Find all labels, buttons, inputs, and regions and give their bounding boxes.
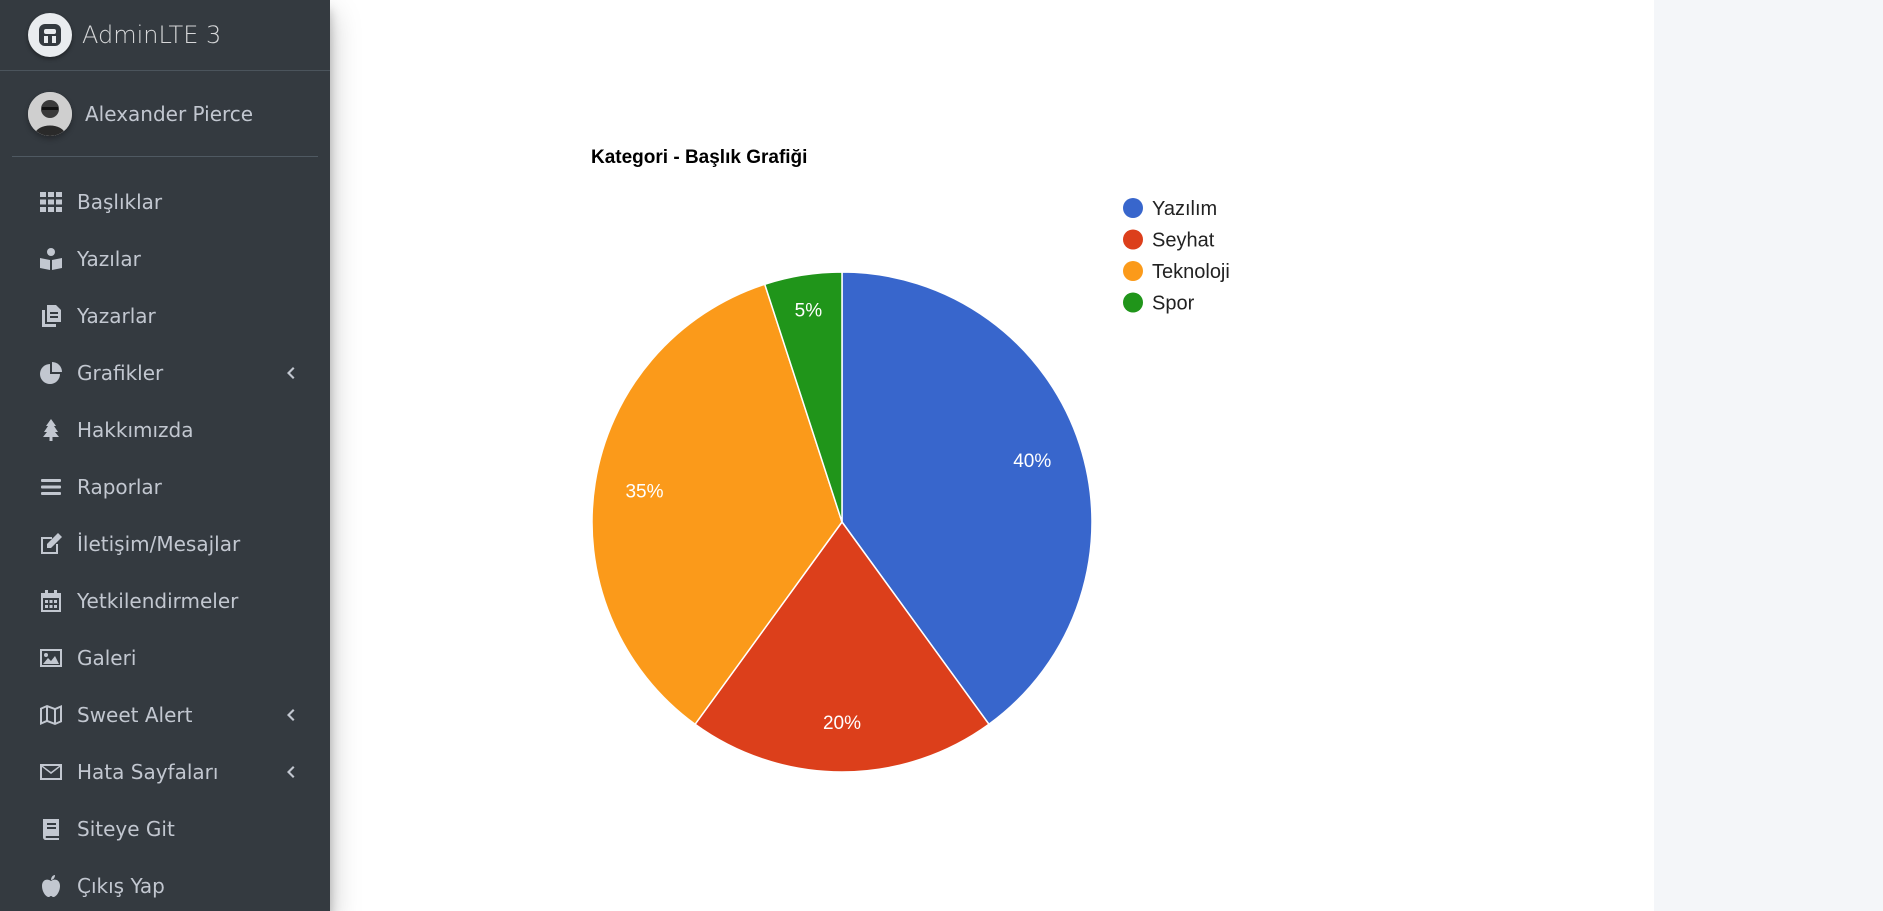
sidebar-item-label: Yazılar	[77, 246, 141, 271]
sidebar-item-label: Grafikler	[77, 360, 164, 385]
pie-slice-yazılım	[841, 271, 1093, 726]
pie-slice-teknoloji	[591, 283, 843, 726]
brand-title: AdminLTE 3	[82, 21, 222, 49]
chevron-left-icon	[282, 365, 298, 381]
sidebar-item-iletisim[interactable]: İletişim/Mesajlar	[0, 515, 330, 572]
chevron-left-icon	[282, 764, 298, 780]
slice-percent-label: 5%	[795, 301, 823, 322]
sidebar-item-basliklar[interactable]: Başlıklar	[0, 173, 330, 230]
tree-icon	[38, 417, 64, 443]
pie-slice-spor	[763, 271, 843, 523]
slice-percent-label: 40%	[1013, 451, 1051, 472]
sidebar-item-label: Yazarlar	[77, 303, 156, 328]
sidebar-item-label: Raporlar	[77, 474, 162, 499]
sidebar-nav: Başlıklar Yazılar Yazarlar Grafikler	[0, 157, 330, 911]
book-icon	[38, 816, 64, 842]
sidebar-item-sweet-alert[interactable]: Sweet Alert	[0, 686, 330, 743]
content-wrapper: Kategori - Başlık Grafiği 40% 20% 35% 5% Ya…	[330, 0, 1654, 911]
legend-label: Seyhat	[1152, 230, 1215, 252]
page-background-right	[1654, 0, 1883, 911]
map-icon	[38, 702, 64, 728]
sidebar-item-galeri[interactable]: Galeri	[0, 629, 330, 686]
sidebar-item-yazarlar[interactable]: Yazarlar	[0, 287, 330, 344]
slice-percent-label: 35%	[625, 482, 663, 503]
legend-swatch	[1123, 198, 1143, 218]
legend-swatch	[1123, 261, 1143, 281]
legend-swatch	[1123, 229, 1143, 250]
sidebar-item-yetkilendirmeler[interactable]: Yetkilendirmeler	[0, 572, 330, 629]
pie-slices	[591, 271, 1093, 773]
sidebar-item-cikis-yap[interactable]: Çıkış Yap	[0, 857, 330, 911]
sidebar-item-label: Sweet Alert	[77, 702, 193, 727]
chart-title: Kategori - Başlık Grafiği	[591, 147, 807, 168]
envelope-icon	[38, 759, 64, 785]
legend-swatch	[1123, 292, 1143, 313]
user-panel[interactable]: Alexander Pierce	[12, 71, 318, 157]
th-grid-icon	[38, 189, 64, 215]
user-name: Alexander Pierce	[85, 101, 254, 126]
legend-label: Yazılım	[1152, 198, 1217, 220]
sidebar-item-label: İletişim/Mesajlar	[77, 531, 241, 556]
apple-icon	[38, 873, 64, 899]
pie-slice-seyhat	[694, 520, 990, 773]
sidebar-item-label: Çıkış Yap	[77, 873, 165, 898]
adminlte-logo-icon	[28, 13, 72, 57]
edit-icon	[38, 531, 64, 557]
sidebar-item-raporlar[interactable]: Raporlar	[0, 458, 330, 515]
sidebar-item-yazilar[interactable]: Yazılar	[0, 230, 330, 287]
sidebar-item-label: Hata Sayfaları	[77, 759, 219, 784]
book-reader-icon	[38, 246, 64, 272]
sidebar-item-label: Başlıklar	[77, 189, 163, 214]
sidebar-item-hakkimizda[interactable]: Hakkımızda	[0, 401, 330, 458]
main-sidebar: AdminLTE 3 Alexander Pierce Başlıklar Ya…	[0, 0, 330, 911]
sidebar-item-hata-sayfalari[interactable]: Hata Sayfaları	[0, 743, 330, 800]
sidebar-item-siteye-git[interactable]: Siteye Git	[0, 800, 330, 857]
calendar-icon	[38, 588, 64, 614]
chevron-left-icon	[282, 707, 298, 723]
sidebar-item-grafikler[interactable]: Grafikler	[0, 344, 330, 401]
avatar	[28, 91, 72, 136]
slice-percent-label: 20%	[823, 713, 861, 734]
legend-label: Spor	[1152, 293, 1195, 315]
sidebar-item-label: Galeri	[77, 645, 137, 670]
copy-files-icon	[38, 303, 64, 329]
image-icon	[38, 645, 64, 671]
sidebar-item-label: Yetkilendirmeler	[77, 588, 239, 613]
sidebar-item-label: Siteye Git	[77, 816, 175, 841]
sidebar-item-label: Hakkımızda	[77, 417, 194, 442]
list-bars-icon	[38, 474, 64, 500]
brand-link[interactable]: AdminLTE 3	[0, 0, 330, 71]
pie-slice-labels: 40% 20% 35% 5%	[625, 301, 1051, 734]
pie-chart: Kategori - Başlık Grafiği 40% 20% 35% 5% Ya…	[591, 147, 1230, 773]
chart-legend: Yazılım Seyhat Teknoloji Spor	[1123, 198, 1230, 315]
pie-chart-icon	[38, 360, 64, 386]
legend-label: Teknoloji	[1152, 261, 1230, 283]
